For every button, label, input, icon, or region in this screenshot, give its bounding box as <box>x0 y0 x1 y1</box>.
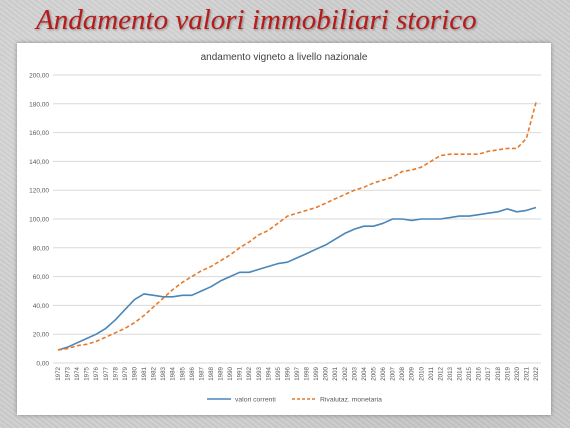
x-tick-label: 2013 <box>447 366 454 380</box>
line-chart: 0,00 20,00 40,00 60,00 80,00 100,00 120,00 140,… <box>29 73 541 404</box>
x-tick-label: 1981 <box>141 366 148 380</box>
chart-paper: andamento vigneto a livello nazionale 0,… <box>17 43 551 415</box>
x-tick-label: 1992 <box>246 366 253 380</box>
x-tick-label: 1984 <box>170 366 177 380</box>
x-tick-label: 2004 <box>361 366 368 380</box>
x-tick-label: 1999 <box>313 366 320 380</box>
series-line-rivalutazione <box>57 102 537 351</box>
x-tick-label: 1993 <box>256 366 263 380</box>
x-tick-label: 1991 <box>237 366 244 380</box>
x-tick-label: 1980 <box>131 366 138 380</box>
x-tick-label: 1994 <box>265 366 272 380</box>
y-tick-label: 60,00 <box>33 274 50 281</box>
x-tick-label: 2002 <box>342 366 349 380</box>
x-tick-label: 1979 <box>122 366 129 380</box>
x-tick-label: 2020 <box>514 366 521 380</box>
chart-title: andamento vigneto a livello nazionale <box>200 52 368 63</box>
y-tick-label: 80,00 <box>33 245 50 252</box>
x-tick-label: 1989 <box>218 366 225 380</box>
y-tick-label: 20,00 <box>33 332 50 339</box>
x-tick-label: 1977 <box>103 366 110 380</box>
x-tick-label: 2018 <box>495 366 502 380</box>
y-tick-label: 180,00 <box>29 101 49 108</box>
series-line-valori-correnti <box>57 206 537 351</box>
x-tick-label: 1972 <box>55 366 62 380</box>
x-tick-label: 2000 <box>323 366 330 380</box>
y-tick-label: 160,00 <box>29 130 49 137</box>
x-tick-label: 2005 <box>370 366 377 380</box>
x-tick-label: 1997 <box>294 366 301 380</box>
x-tick-label: 1987 <box>198 366 205 380</box>
x-tick-label: 2014 <box>457 366 464 380</box>
x-tick-label: 2021 <box>523 366 530 380</box>
y-tick-label: 200,00 <box>29 73 49 80</box>
x-tick-label: 2008 <box>399 366 406 380</box>
x-tick-label: 2009 <box>409 366 416 380</box>
x-tick-label: 1982 <box>151 366 158 380</box>
x-tick-label: 1975 <box>84 366 91 380</box>
x-tick-label: 1998 <box>304 366 311 380</box>
y-tick-label: 140,00 <box>29 159 49 166</box>
x-tick-label: 1985 <box>179 366 186 380</box>
y-tick-label: 0,00 <box>36 361 49 368</box>
x-tick-label: 1976 <box>93 366 100 380</box>
x-tick-label: 2015 <box>466 366 473 380</box>
legend-label: valori correnti <box>235 397 276 404</box>
x-tick-label: 2022 <box>533 366 540 380</box>
x-tick-label: 1974 <box>74 366 81 380</box>
x-tick-label: 1990 <box>227 366 234 380</box>
x-tick-label: 1986 <box>189 366 196 380</box>
x-tick-label: 2003 <box>351 366 358 380</box>
x-tick-label: 1973 <box>65 366 72 380</box>
x-tick-label: 2017 <box>485 366 492 380</box>
x-tick-label: 1978 <box>112 366 119 380</box>
legend-label: Rivalutaz. monetaria <box>320 397 382 404</box>
x-tick-label: 1995 <box>275 366 282 380</box>
y-tick-label: 40,00 <box>33 303 50 310</box>
x-tick-label: 2019 <box>504 366 511 380</box>
x-tick-label: 1996 <box>284 366 291 380</box>
x-tick-label: 2012 <box>437 366 444 380</box>
x-tick-label: 2016 <box>476 366 483 380</box>
x-tick-label: 2006 <box>380 366 387 380</box>
x-tick-label: 2010 <box>418 366 425 380</box>
y-tick-label: 120,00 <box>29 188 49 195</box>
y-tick-label: 100,00 <box>29 217 49 224</box>
x-tick-label: 1983 <box>160 366 167 380</box>
x-tick-label: 2007 <box>390 366 397 380</box>
slide-title: Andamento valori immobiliari storico <box>36 4 477 36</box>
x-tick-label: 2011 <box>428 366 435 380</box>
x-tick-label: 2001 <box>332 366 339 380</box>
x-tick-label: 1988 <box>208 366 215 380</box>
